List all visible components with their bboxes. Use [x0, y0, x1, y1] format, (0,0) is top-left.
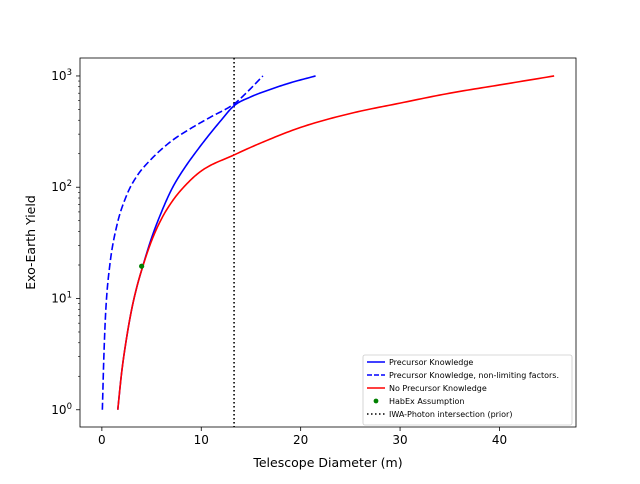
x-tick-label-3: 30 — [392, 433, 407, 447]
legend-label-1: Precursor Knowledge, non-limiting factor… — [389, 371, 559, 380]
legend-label-2: No Precursor Knowledge — [389, 384, 487, 393]
y-tick-label-0: 100 — [51, 402, 72, 417]
legend-swatch-3 — [373, 398, 379, 404]
series-line-1 — [101, 75, 264, 410]
x-tick-label-0: 0 — [98, 433, 106, 447]
x-axis-label: Telescope Diameter (m) — [252, 455, 402, 470]
x-tick-label-2: 20 — [293, 433, 308, 447]
y-tick-label-1: 101 — [51, 290, 72, 305]
scatter-point-0 — [139, 263, 145, 269]
y-tick-label-2: 102 — [51, 179, 72, 194]
y-tick-label-3: 103 — [51, 68, 72, 83]
axes-frame — [79, 57, 577, 428]
legend-label-4: IWA-Photon intersection (prior) — [389, 410, 512, 419]
legend: Precursor Knowledge Precursor Knowledge, … — [362, 354, 573, 426]
legend-label-0: Precursor Knowledge — [389, 358, 473, 367]
legend-box — [362, 354, 573, 426]
x-tick-label-1: 10 — [194, 433, 209, 447]
axis-ticks: 0 10 20 30 40 100 101 102 103 — [51, 68, 507, 447]
plot-area — [101, 58, 555, 427]
x-tick-label-4: 40 — [492, 433, 507, 447]
series-line-2 — [116, 75, 555, 410]
legend-label-3: HabEx Assumption — [389, 397, 464, 406]
y-axis-label: Exo-Earth Yield — [23, 195, 38, 290]
